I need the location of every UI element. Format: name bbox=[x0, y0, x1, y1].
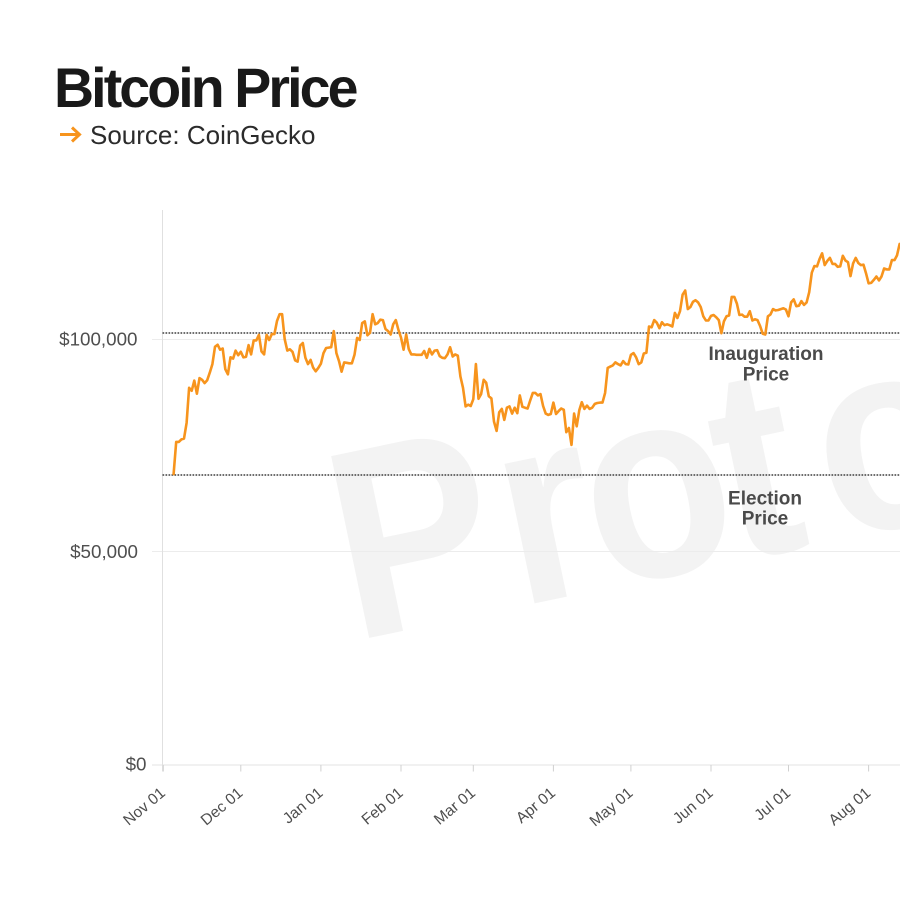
svg-text:Price: Price bbox=[743, 365, 789, 386]
svg-text:Price: Price bbox=[742, 509, 788, 530]
svg-text:$0: $0 bbox=[126, 754, 147, 775]
svg-text:Feb 01: Feb 01 bbox=[359, 785, 407, 829]
svg-text:Jan 01: Jan 01 bbox=[280, 785, 327, 828]
svg-text:Apr 01: Apr 01 bbox=[513, 785, 559, 827]
svg-text:Mar 01: Mar 01 bbox=[431, 785, 479, 829]
svg-text:Nov 01: Nov 01 bbox=[120, 785, 169, 830]
svg-text:Jun 01: Jun 01 bbox=[670, 785, 717, 828]
svg-text:$100,000: $100,000 bbox=[59, 329, 137, 350]
svg-text:Dec 01: Dec 01 bbox=[198, 785, 247, 830]
svg-text:Inauguration: Inauguration bbox=[708, 344, 823, 365]
svg-text:Jul 01: Jul 01 bbox=[751, 785, 794, 825]
svg-text:Aug 01: Aug 01 bbox=[826, 785, 875, 830]
svg-text:May 01: May 01 bbox=[587, 785, 637, 831]
svg-text:$50,000: $50,000 bbox=[70, 541, 138, 562]
svg-text:Election: Election bbox=[728, 489, 802, 510]
